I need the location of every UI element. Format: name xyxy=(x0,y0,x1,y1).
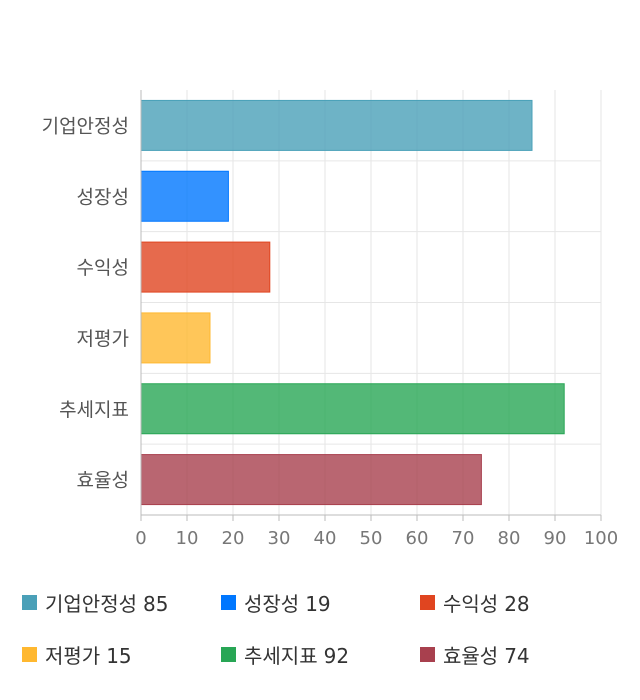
bar xyxy=(140,99,533,151)
x-tick-label: 60 xyxy=(406,528,429,549)
x-tick-label: 50 xyxy=(360,528,383,549)
x-tick-label: 70 xyxy=(452,528,475,549)
legend-label: 추세지표 xyxy=(244,644,318,668)
legend-item-profitability: 수익성 28 xyxy=(420,588,530,617)
legend-swatch xyxy=(22,647,37,662)
bar xyxy=(140,383,565,435)
x-tick-label: 0 xyxy=(135,528,146,549)
x-tick-label: 90 xyxy=(544,528,567,549)
legend-value: 28 xyxy=(504,592,530,616)
legend-value: 19 xyxy=(305,592,331,616)
x-tick-label: 100 xyxy=(584,528,618,549)
legend-label: 저평가 xyxy=(45,644,101,668)
legend-item-efficiency: 효율성 74 xyxy=(420,640,530,669)
legend-value: 85 xyxy=(143,592,169,616)
x-tick-label: 30 xyxy=(268,528,291,549)
legend-item-undervalued: 저평가 15 xyxy=(22,640,132,669)
category-label: 수익성 xyxy=(77,257,129,279)
legend-value: 74 xyxy=(504,644,530,668)
legend-label: 효율성 xyxy=(443,644,499,668)
bar xyxy=(140,454,482,506)
category-label: 기업안정성 xyxy=(42,115,129,137)
category-label: 추세지표 xyxy=(59,399,129,421)
legend-item-stability: 기업안정성 85 xyxy=(22,588,168,617)
x-tick-label: 40 xyxy=(314,528,337,549)
category-label: 성장성 xyxy=(77,186,129,208)
legend-swatch xyxy=(420,595,435,610)
legend-item-trend: 추세지표 92 xyxy=(221,640,349,669)
legend-item-growth: 성장성 19 xyxy=(221,588,331,617)
legend-label: 기업안정성 xyxy=(45,592,137,616)
legend-value: 15 xyxy=(106,644,132,668)
legend-swatch xyxy=(420,647,435,662)
x-tick-label: 20 xyxy=(222,528,245,549)
category-label: 저평가 xyxy=(77,328,129,350)
x-tick-label: 80 xyxy=(498,528,521,549)
legend-label: 성장성 xyxy=(244,592,300,616)
x-tick-label: 10 xyxy=(176,528,199,549)
legend-swatch xyxy=(22,595,37,610)
legend-label: 수익성 xyxy=(443,592,499,616)
category-label: 효율성 xyxy=(77,470,129,492)
legend-swatch xyxy=(221,595,236,610)
legend-value: 92 xyxy=(323,644,350,668)
bar xyxy=(140,170,229,222)
bar xyxy=(140,241,271,293)
bar xyxy=(140,312,211,364)
legend-swatch xyxy=(221,647,236,662)
